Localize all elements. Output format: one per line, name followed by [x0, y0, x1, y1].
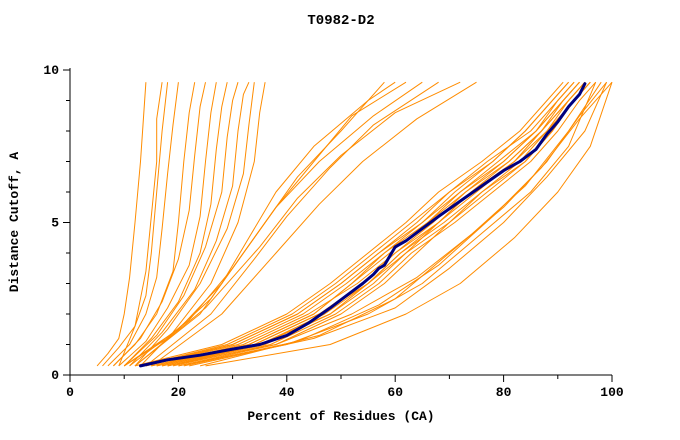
- model-curve: [123, 81, 423, 367]
- model-curve: [140, 81, 575, 367]
- x-tick-label: 0: [66, 385, 74, 400]
- tick-marks: [63, 69, 613, 382]
- model-curve: [123, 82, 239, 367]
- y-axis-label: Distance Cutoff, A: [7, 152, 22, 293]
- model-curve: [178, 81, 591, 367]
- model-curve: [145, 81, 439, 367]
- model-curve: [151, 81, 586, 367]
- x-tick-label: 60: [387, 385, 403, 400]
- y-tick-label: 0: [51, 368, 59, 383]
- model-curve: [205, 82, 613, 367]
- model-curve: [129, 81, 250, 367]
- model-curve: [161, 81, 586, 367]
- model-curve: [161, 81, 591, 367]
- model-curve: [134, 81, 461, 367]
- model-curve: [140, 82, 266, 367]
- tick-labels: 0 20 40 60 80 100 0 5 10: [43, 63, 624, 400]
- model-curve: [102, 82, 169, 367]
- best-model-curve: [139, 82, 587, 368]
- model-curve: [151, 81, 477, 367]
- model-curve: [172, 81, 597, 367]
- model-curve: [183, 81, 613, 367]
- model-curve: [134, 81, 407, 367]
- model-curve: [118, 82, 163, 367]
- model-curve: [113, 82, 206, 367]
- model-curve: [123, 82, 228, 367]
- model-curve: [96, 82, 147, 367]
- x-tick-label: 40: [279, 385, 295, 400]
- model-curve: [134, 81, 564, 367]
- model-curve: [156, 81, 580, 367]
- x-axis-label: Percent of Residues (CA): [247, 409, 434, 424]
- model-curve: [189, 81, 608, 367]
- model-curve: [113, 82, 196, 367]
- chart-title: T0982-D2: [307, 13, 374, 29]
- model-curve: [167, 81, 602, 367]
- x-tick-label: 100: [600, 385, 624, 400]
- model-curve: [145, 81, 575, 367]
- y-tick-label: 5: [51, 216, 59, 231]
- model-curve: [107, 82, 179, 367]
- x-tick-label: 20: [171, 385, 187, 400]
- model-curve: [156, 81, 580, 367]
- x-tick-label: 80: [496, 385, 512, 400]
- y-tick-label: 10: [43, 63, 59, 78]
- best-model-curve-group: [139, 82, 587, 368]
- model-curve: [140, 81, 569, 367]
- model-curves: [96, 81, 613, 367]
- model-curve: [167, 81, 586, 367]
- model-curve: [199, 81, 607, 367]
- model-curve: [151, 81, 580, 367]
- model-curve: [178, 82, 597, 367]
- model-curve: [118, 82, 217, 367]
- model-curve: [134, 82, 255, 367]
